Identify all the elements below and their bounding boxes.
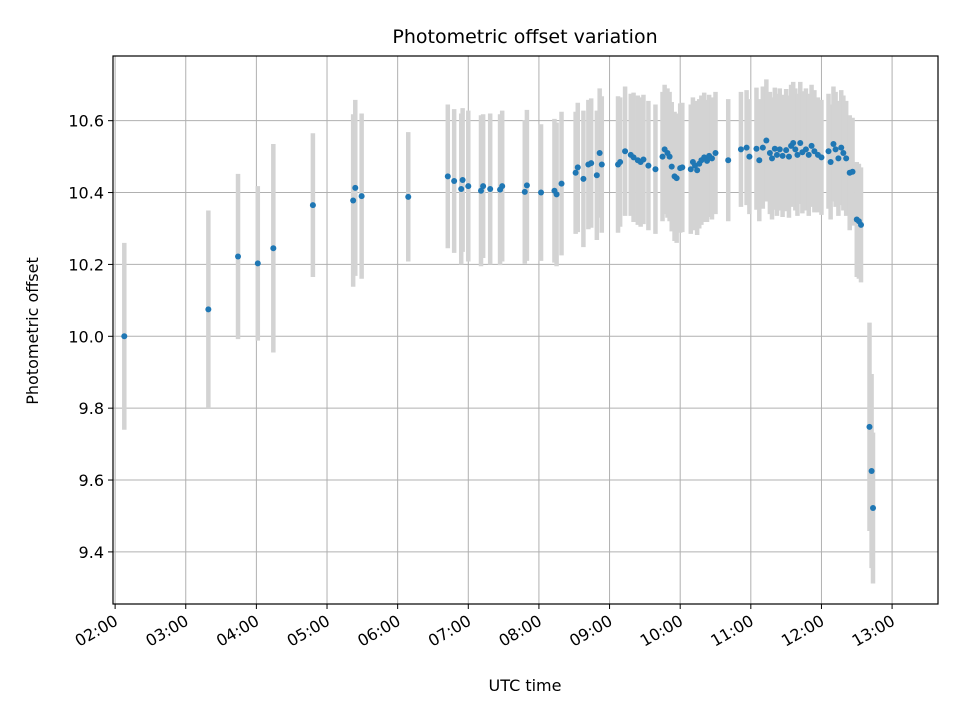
data-point: [868, 468, 875, 475]
data-point: [645, 162, 652, 169]
data-point: [459, 176, 466, 183]
data-point: [668, 163, 675, 170]
data-point: [659, 153, 666, 160]
data-point: [771, 145, 778, 152]
data-point: [652, 166, 659, 173]
data-point: [553, 191, 560, 198]
data-point: [593, 172, 600, 179]
data-point: [588, 160, 595, 167]
data-point: [405, 193, 412, 200]
data-point: [574, 164, 581, 171]
data-point: [121, 333, 128, 340]
data-point: [270, 245, 277, 252]
data-point: [558, 180, 565, 187]
data-point: [478, 187, 485, 194]
data-point: [802, 146, 809, 153]
data-point: [487, 185, 494, 192]
data-point: [866, 423, 873, 430]
data-point: [673, 175, 680, 182]
data-point: [835, 155, 842, 162]
data-point: [352, 184, 359, 191]
y-tick-label: 9.8: [79, 399, 104, 418]
data-points: [121, 137, 877, 512]
plot-frame: [112, 55, 939, 605]
data-point: [746, 153, 753, 160]
data-point: [205, 306, 212, 313]
data-point: [769, 155, 776, 162]
data-point: [458, 185, 465, 192]
data-point: [309, 202, 316, 209]
data-point: [790, 139, 797, 146]
data-point: [499, 183, 506, 190]
data-point: [843, 155, 850, 162]
data-point: [808, 142, 815, 149]
data-point: [572, 169, 579, 176]
data-point: [858, 221, 865, 228]
data-point: [694, 167, 701, 174]
data-point: [825, 148, 832, 155]
y-axis-ticks: 9.4 9.6 9.8 10.0 10.2 10.4 10.6: [68, 112, 113, 562]
data-point: [254, 260, 261, 267]
y-axis-title: Photometric offset: [23, 257, 42, 405]
data-point: [687, 166, 694, 173]
data-point: [763, 137, 770, 144]
data-point: [708, 155, 715, 162]
data-point: [743, 144, 750, 151]
data-point: [766, 150, 773, 157]
data-point: [666, 153, 673, 160]
y-tick-label: 10.4: [68, 184, 104, 203]
data-point: [465, 183, 472, 190]
data-point: [538, 189, 545, 196]
y-tick-label: 10.0: [68, 327, 104, 346]
data-point: [827, 159, 834, 166]
data-point: [783, 147, 790, 154]
data-point: [830, 141, 837, 148]
data-point: [805, 151, 812, 158]
data-point: [776, 146, 783, 153]
data-point: [580, 175, 587, 182]
data-point: [818, 154, 825, 161]
chart-title: Photometric offset variation: [392, 26, 657, 48]
data-point: [756, 157, 763, 164]
data-point: [444, 173, 451, 180]
data-point: [737, 146, 744, 153]
data-point: [598, 161, 605, 168]
y-tick-label: 9.4: [79, 543, 104, 562]
data-point: [596, 150, 603, 157]
data-point: [679, 164, 686, 171]
data-point: [753, 145, 760, 152]
data-point: [779, 152, 786, 159]
data-point: [725, 157, 732, 164]
data-point: [712, 150, 719, 157]
data-point: [870, 505, 877, 512]
data-point: [797, 139, 804, 146]
data-point: [523, 182, 530, 189]
data-point: [617, 159, 624, 166]
data-point: [630, 154, 637, 161]
data-point: [622, 148, 629, 155]
data-point: [521, 188, 528, 195]
y-tick-label: 9.6: [79, 471, 104, 490]
data-point: [773, 151, 780, 158]
data-point: [640, 156, 647, 163]
y-tick-label: 10.6: [68, 112, 104, 131]
data-point: [480, 183, 487, 190]
data-point: [451, 178, 458, 185]
data-point: [792, 146, 799, 153]
data-point: [350, 197, 357, 204]
y-tick-label: 10.2: [68, 255, 104, 274]
data-point: [785, 153, 792, 160]
data-point: [838, 144, 845, 151]
data-point: [704, 157, 711, 164]
data-point: [759, 144, 766, 151]
data-point: [235, 253, 242, 260]
data-point: [840, 150, 847, 157]
data-point: [832, 146, 839, 153]
x-axis-title: UTC time: [489, 676, 562, 695]
data-point: [358, 193, 365, 200]
data-point: [849, 168, 856, 175]
data-point: [794, 151, 801, 158]
